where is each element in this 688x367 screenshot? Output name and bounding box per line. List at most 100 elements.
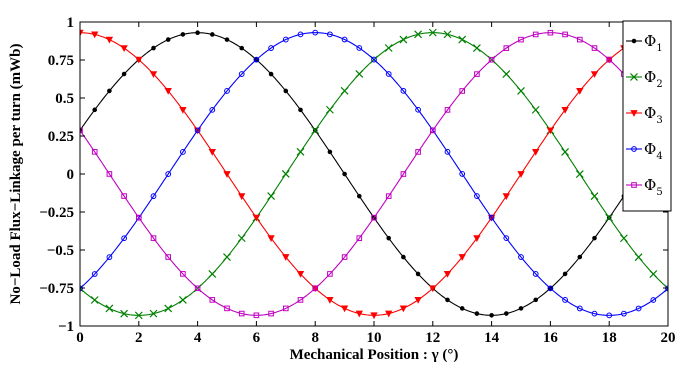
series-4 xyxy=(80,29,668,319)
series-1-point xyxy=(327,149,333,155)
series-2-point xyxy=(414,30,423,39)
y-tick-label: 0.25 xyxy=(48,129,74,145)
x-tick-label: 2 xyxy=(135,330,143,346)
series-3-point xyxy=(296,271,305,278)
series-1-point xyxy=(298,107,303,113)
x-axis-title: Mechanical Position : γ (°) xyxy=(290,347,459,363)
legend-marker xyxy=(630,110,638,117)
series-4-point xyxy=(576,305,583,312)
series-1-point xyxy=(92,107,97,113)
series-3-point xyxy=(355,310,363,318)
series-2-point xyxy=(561,148,570,156)
series-4-point xyxy=(312,29,319,36)
series-3-point xyxy=(399,305,408,313)
series-4-point xyxy=(415,106,422,113)
series-4-point xyxy=(121,235,127,242)
legend-subscript: 3 xyxy=(656,115,662,126)
series-3-point xyxy=(458,254,466,261)
series-2-point xyxy=(90,296,99,304)
series-4-point xyxy=(385,71,392,77)
series-3-point xyxy=(590,71,599,78)
series-3-point xyxy=(282,254,290,261)
series-4-point xyxy=(356,45,363,51)
series-5-point xyxy=(80,127,83,134)
series-1-point xyxy=(386,235,392,241)
series-2-point xyxy=(120,309,129,318)
series-4-point xyxy=(591,310,598,317)
series-4-point xyxy=(400,87,407,94)
series-5-point xyxy=(488,56,495,63)
series-1-point xyxy=(210,32,215,37)
series-3-point xyxy=(340,305,349,313)
series-4-point xyxy=(606,312,613,319)
series-1-point xyxy=(445,297,450,303)
series-3-point xyxy=(473,235,481,242)
series-2-point xyxy=(605,213,614,222)
series-3-point xyxy=(546,127,555,135)
series-5-point xyxy=(91,149,98,155)
series-3-point xyxy=(532,148,540,156)
x-tick-label: 14 xyxy=(484,330,500,346)
series-4-point xyxy=(371,56,377,63)
series-5-point xyxy=(209,297,216,303)
series-1-point xyxy=(518,306,524,311)
series-2-point xyxy=(443,30,452,39)
series-4-point xyxy=(150,193,157,200)
series-5-point xyxy=(341,254,348,260)
legend-marker xyxy=(631,38,637,44)
series-5-point xyxy=(356,235,363,241)
series-2-point xyxy=(325,105,334,114)
series-3-point xyxy=(208,148,216,156)
series-3-point xyxy=(164,88,172,95)
series-1-point xyxy=(268,71,274,77)
legend-box xyxy=(622,20,672,212)
series-5-point xyxy=(518,36,524,43)
series-5-line xyxy=(80,32,668,316)
series-5-point xyxy=(327,271,333,277)
series-2-point xyxy=(208,269,217,278)
series-4-point xyxy=(91,271,98,277)
series-2-point xyxy=(340,86,349,95)
x-tick-label: 4 xyxy=(194,330,202,346)
series-4-point xyxy=(518,254,524,260)
series-3-point xyxy=(326,296,334,304)
x-tick-label: 0 xyxy=(76,330,84,346)
series-2-point xyxy=(178,296,187,304)
series-4-point xyxy=(444,148,451,155)
series-4-point xyxy=(547,285,554,292)
x-tick-label: 20 xyxy=(661,330,676,346)
x-tick-label: 16 xyxy=(543,330,559,346)
series-1-point xyxy=(592,235,597,241)
series-4-point xyxy=(650,297,657,303)
series-5-point xyxy=(253,312,260,319)
y-tick-label: 0.5 xyxy=(55,91,74,107)
legend-marker xyxy=(630,73,638,81)
x-tick-label: 18 xyxy=(602,330,617,346)
series-5-point xyxy=(297,297,304,303)
series-5-point xyxy=(371,214,377,221)
x-tick-label: 8 xyxy=(311,330,319,346)
legend-marker xyxy=(631,182,637,188)
y-tick-label: −0.75 xyxy=(39,281,74,297)
series-2-point xyxy=(575,170,584,178)
series-5-point xyxy=(194,285,201,292)
series-2-point xyxy=(134,311,143,320)
series-3-point xyxy=(502,193,510,200)
series-2-point xyxy=(428,28,437,37)
series-1-point xyxy=(489,312,494,318)
series-2-point xyxy=(149,309,158,318)
series-1-point xyxy=(357,193,362,199)
series-5-point xyxy=(121,193,127,199)
series-5-point xyxy=(562,31,568,38)
legend-subscript: 2 xyxy=(656,79,662,90)
series-5-point xyxy=(180,271,186,277)
ticks-layer: 0 2 4 6 8 10 12 14 16 18 2010.750.50.250−0.25−0.5−… xyxy=(39,15,675,346)
y-tick-label: 1 xyxy=(67,15,75,31)
series-2-point xyxy=(634,253,643,262)
series-5-point xyxy=(547,29,554,36)
series-5-point xyxy=(385,193,392,199)
series-3-point xyxy=(561,106,569,114)
series-4-point xyxy=(194,127,201,134)
